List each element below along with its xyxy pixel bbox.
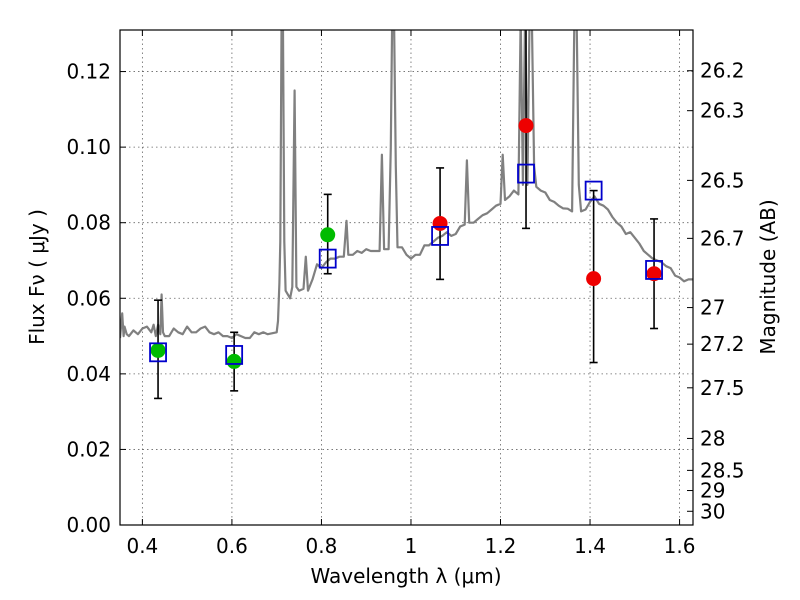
plot-frame xyxy=(119,29,694,526)
model-photometry-box xyxy=(431,226,449,246)
x-axis-ticks: 0.4 0.6 0.8 1 1.2 1.4 1.6 xyxy=(126,30,695,558)
grid xyxy=(120,30,693,526)
x-tick-label: 0.4 xyxy=(126,534,158,558)
x-tick-label: 0.6 xyxy=(216,534,248,558)
y-tick-label: 0.08 xyxy=(66,211,111,235)
x-tick-label: 1.4 xyxy=(574,534,606,558)
y-tick-label: 0.10 xyxy=(66,135,111,159)
y-tick-label: 0.02 xyxy=(66,437,111,461)
model-spectrum-layer xyxy=(120,30,693,340)
x-tick-label: 0.8 xyxy=(306,534,338,558)
right-axis-title: Magnitude (AB) xyxy=(756,199,780,354)
y-tick-label: 0.06 xyxy=(66,286,111,310)
x-axis-title: Wavelength λ (μm) xyxy=(310,564,501,588)
right-tick-label: 27.2 xyxy=(700,332,745,356)
observed-point-red xyxy=(586,271,602,287)
model-photometry-box xyxy=(517,163,535,184)
y-axis-title: Flux Fν ( μJy ) xyxy=(25,209,49,345)
right-tick-label: 26.2 xyxy=(700,59,745,83)
model-spectrum-line xyxy=(120,30,693,340)
observed-point-layer xyxy=(150,118,662,369)
right-tick-label: 26.3 xyxy=(700,99,745,123)
observed-point-green xyxy=(320,227,336,243)
x-tick-label: 1.2 xyxy=(485,534,517,558)
observed-point-red xyxy=(518,118,534,134)
x-tick-label: 1.6 xyxy=(664,534,696,558)
observed-point-red xyxy=(432,215,448,231)
y-tick-label: 0.04 xyxy=(66,362,111,386)
x-tick-label: 1 xyxy=(405,534,418,558)
right-tick-label: 28 xyxy=(700,426,725,450)
y-axis-ticks: 0.00 0.02 0.04 0.06 0.08 0.10 0.12 xyxy=(66,60,126,537)
y-tick-label: 0.00 xyxy=(66,513,111,537)
right-tick-label: 28.5 xyxy=(700,458,745,482)
right-tick-label: 26.5 xyxy=(700,168,745,192)
observed-point-green xyxy=(150,342,166,358)
model-photometry-box xyxy=(645,260,663,280)
model-photometry-layer xyxy=(149,163,663,365)
right-tick-label: 29 xyxy=(700,479,725,503)
model-photometry-box xyxy=(584,180,603,201)
model-photometry-box xyxy=(225,345,244,365)
observed-point-green xyxy=(226,353,242,369)
right-tick-label: 26.7 xyxy=(700,226,745,250)
y-tick-label: 0.12 xyxy=(66,60,111,84)
right-tick-label: 27.5 xyxy=(700,376,745,400)
model-photometry-box xyxy=(149,342,167,363)
right-tick-label: 30 xyxy=(700,499,725,523)
model-photometry-box xyxy=(318,248,337,269)
observed-point-red xyxy=(646,266,662,282)
right-tick-label: 27 xyxy=(700,296,725,320)
